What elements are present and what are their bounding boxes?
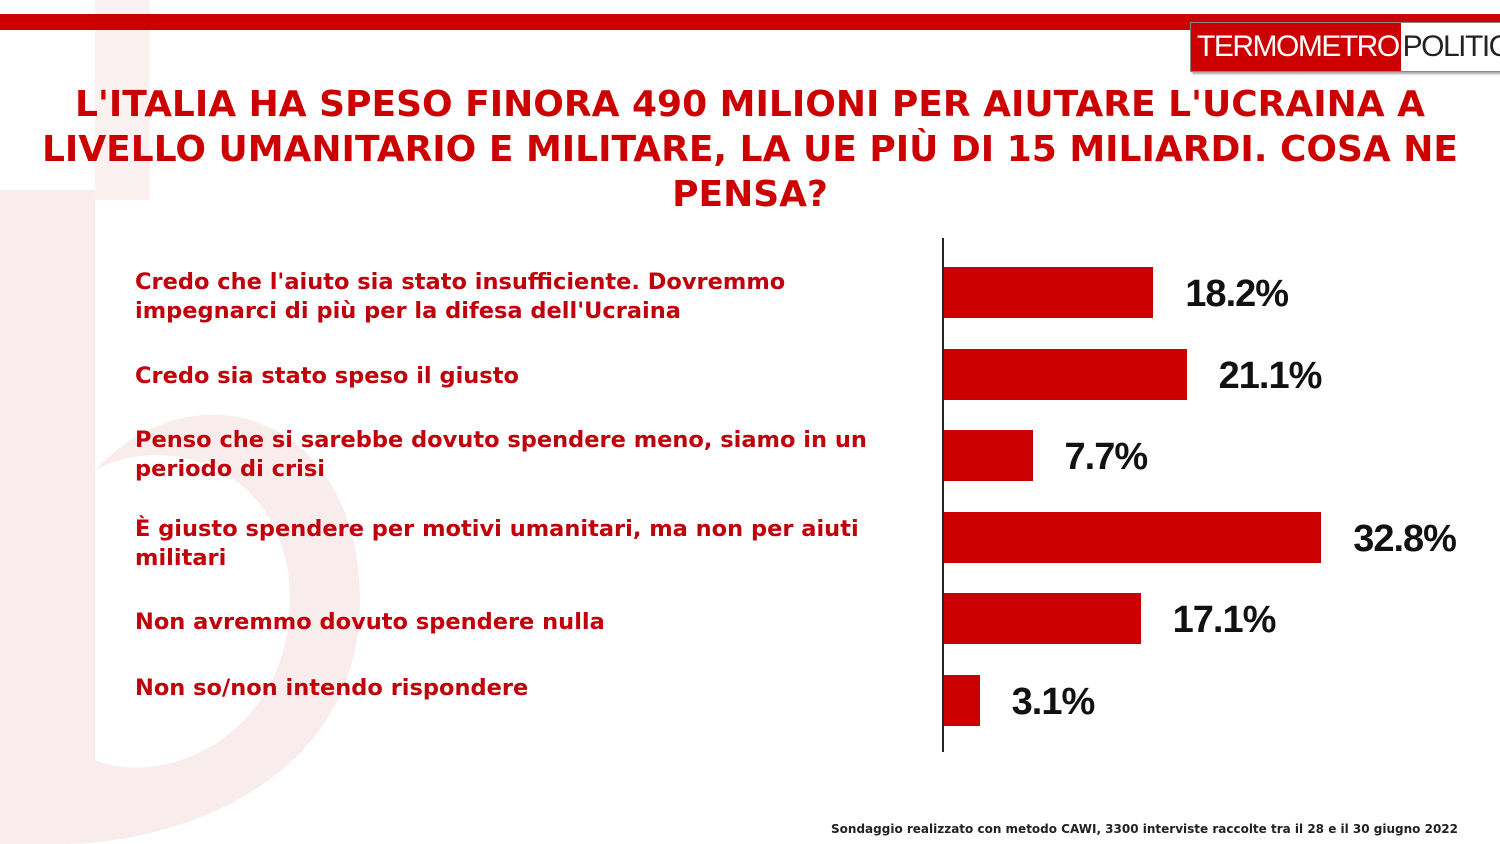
- category-label: Credo sia stato speso il giusto: [135, 363, 519, 389]
- bar: [944, 511, 1322, 563]
- bar: [944, 430, 1033, 481]
- bar-value-label: 32.8%: [1353, 517, 1457, 560]
- category-label: Non avremmo dovuto spendere nulla: [135, 609, 605, 635]
- category-label: Credo che l'aiuto sia stato insufficient…: [135, 269, 786, 324]
- footnote: Sondaggio realizzato con metodo CAWI, 33…: [831, 822, 1458, 836]
- bar: [944, 267, 1154, 318]
- logo-text-left: TERMOMETRO: [1191, 23, 1401, 71]
- y-axis-line: [942, 238, 944, 752]
- logo-text-right: POLITICO: [1400, 23, 1500, 71]
- bar: [944, 348, 1187, 400]
- category-label: È giusto spendere per motivi umanitari, …: [135, 516, 859, 571]
- chart-title: L'ITALIA HA SPESO FINORA 490 MILIONI PER…: [41, 84, 1459, 215]
- bar: [944, 593, 1141, 644]
- bar: [944, 674, 980, 726]
- category-label: Penso che si sarebbe dovuto spendere men…: [135, 427, 867, 482]
- bar-value-label: 3.1%: [1011, 680, 1096, 723]
- bar-value-label: 7.7%: [1064, 436, 1149, 478]
- bar-value-label: 18.2%: [1185, 273, 1289, 315]
- category-label: Non so/non intendo rispondere: [135, 675, 529, 701]
- brand-logo: TERMOMETRO POLITICO: [1190, 22, 1500, 72]
- top-accent-bar: [0, 14, 1500, 30]
- bar-value-label: 21.1%: [1218, 354, 1323, 397]
- bar-value-label: 17.1%: [1172, 599, 1277, 641]
